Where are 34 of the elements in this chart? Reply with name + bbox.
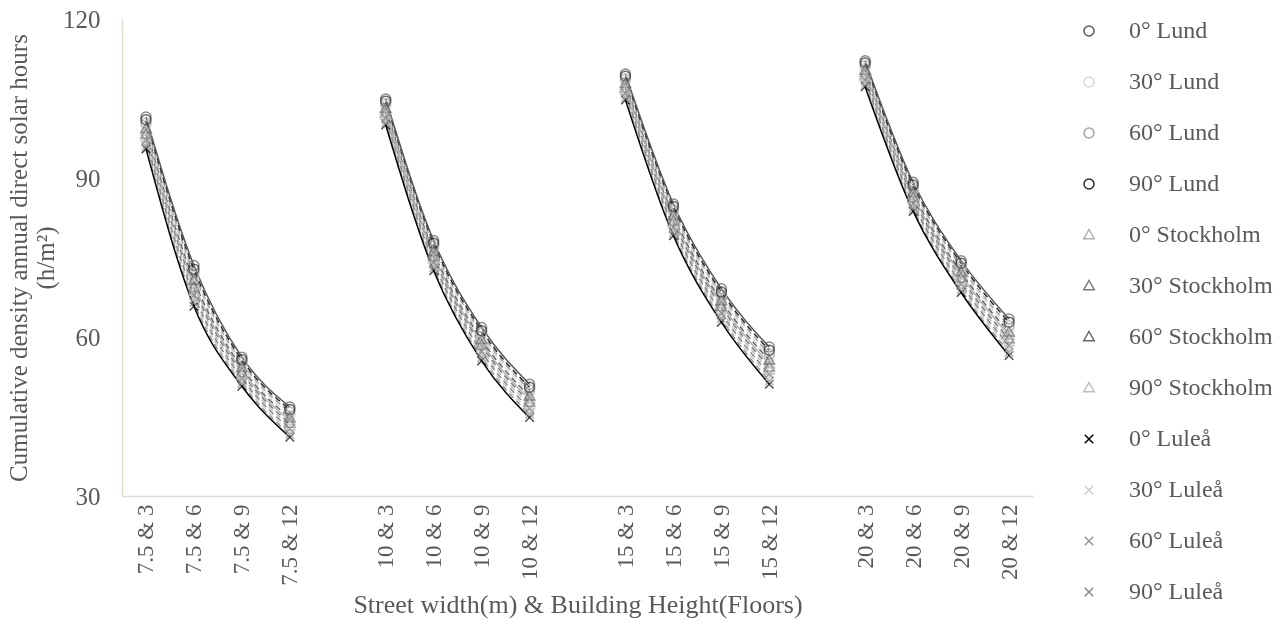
y-tick-label: 120: [63, 5, 101, 33]
x-tick-label: 10 & 3: [373, 504, 399, 569]
legend-label: 30° Luleå: [1129, 476, 1224, 502]
legend-label: 0° Stockholm: [1129, 221, 1261, 247]
x-tick-label: 15 & 9: [708, 504, 734, 569]
legend-label: 60° Stockholm: [1129, 323, 1273, 349]
legend-label: 60° Luleå: [1129, 527, 1224, 553]
legend-label: 0° Lund: [1129, 17, 1208, 43]
legend-label: 90° Luleå: [1129, 578, 1224, 604]
x-tick-label: 20 & 9: [948, 504, 974, 569]
x-tick-label: 20 & 6: [900, 504, 926, 569]
legend-label: 30° Lund: [1129, 68, 1220, 94]
x-tick-label: 10 & 6: [421, 504, 447, 569]
x-tick-label: 15 & 6: [660, 504, 686, 569]
legend-label: 60° Lund: [1129, 119, 1220, 145]
x-tick-label: 10 & 9: [469, 504, 495, 569]
y-tick-label: 30: [75, 482, 101, 510]
legend-label: 90° Stockholm: [1129, 374, 1273, 400]
y-tick-label: 60: [75, 323, 101, 351]
x-tick-label: 7.5 & 3: [133, 504, 159, 575]
x-tick-label: 20 & 12: [996, 504, 1022, 580]
y-tick-label: 90: [75, 164, 101, 192]
legend-label: 0° Luleå: [1129, 425, 1212, 451]
x-tick-label: 7.5 & 6: [181, 504, 207, 575]
x-tick-label: 15 & 12: [756, 504, 782, 580]
x-tick-label: 7.5 & 12: [277, 504, 303, 586]
legend-label: 90° Lund: [1129, 170, 1220, 196]
x-tick-label: 15 & 3: [612, 504, 638, 569]
x-tick-label: 10 & 12: [517, 504, 543, 580]
x-tick-label: 20 & 3: [852, 504, 878, 569]
y-axis-title: Cumulative density annual direct solar hours (h/m²): [5, 34, 60, 482]
x-tick-label: 7.5 & 9: [229, 504, 255, 575]
legend-label: 30° Stockholm: [1129, 272, 1273, 298]
x-axis-title: Street width(m) & Building Height(Floors): [353, 589, 803, 619]
